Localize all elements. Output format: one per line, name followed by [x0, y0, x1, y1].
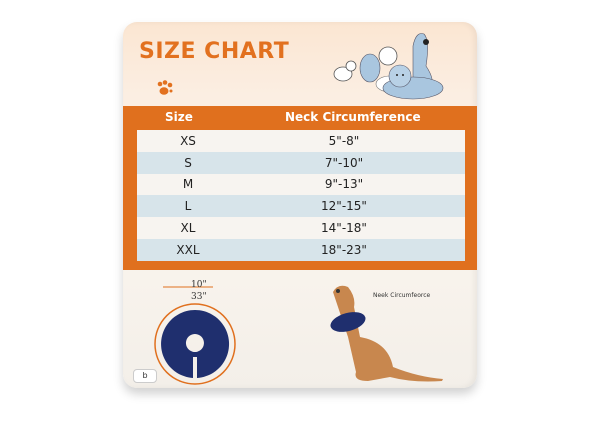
- neck-cell: 18"-23": [321, 242, 367, 257]
- size-cell: M: [182, 177, 194, 192]
- header-size: Size: [165, 110, 193, 124]
- neck-cell: 9"-13": [324, 177, 364, 192]
- collar-donut: [161, 310, 230, 378]
- collar-width-label: 10": [191, 280, 207, 290]
- size-cell: XL: [180, 221, 196, 236]
- table-row: XXL 18"-23": [137, 238, 465, 261]
- table-row: L 12"-15": [137, 195, 465, 218]
- table-row: XS 5"-8": [137, 130, 465, 152]
- neck-cell: 14"-18": [321, 221, 367, 236]
- size-chart-package: SIZE CHART Size Neck Circumference XS 5"-…: [123, 22, 477, 388]
- neck-cell: 7"-10": [324, 155, 364, 170]
- neck-circumference-label: Neek Circumfeorce: [373, 292, 431, 299]
- size-cell: S: [184, 155, 192, 170]
- neck-cell: 5"-8": [328, 133, 360, 148]
- size-cell: L: [184, 199, 192, 214]
- corner-label: b: [133, 369, 157, 383]
- dog-photo: [330, 285, 443, 382]
- circumference-arc: [154, 303, 236, 385]
- collar-circumference-label: 33": [191, 292, 207, 302]
- table-row: M 9"-13": [137, 173, 465, 196]
- collar-illustration: [154, 286, 236, 385]
- table-header: Size Neck Circumference: [123, 106, 477, 128]
- table-row: S 7"-10": [137, 151, 465, 174]
- neck-cell: 12"-15": [321, 199, 367, 214]
- table-row: XL 14"-18": [137, 217, 465, 239]
- size-table: XS 5"-8" S 7"-10" M 9"-13" L 12"-15" XL 14"-1…: [137, 130, 465, 261]
- title: SIZE CHART: [139, 39, 290, 64]
- dogs-illustration: [333, 33, 444, 100]
- size-cell: XS: [180, 133, 196, 148]
- header-neck: Neck Circumference: [285, 110, 421, 124]
- size-cell: XXL: [176, 242, 200, 257]
- paw-icon: [157, 80, 173, 95]
